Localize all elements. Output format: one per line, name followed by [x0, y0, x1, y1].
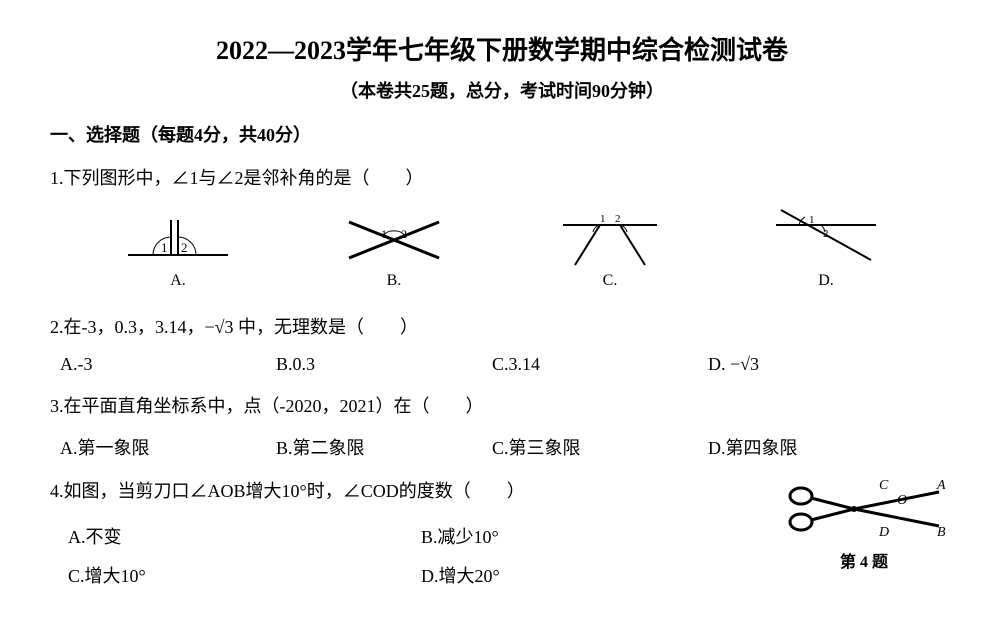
- question-1-text: 1.下列图形中，∠1与∠2是邻补角的是（ ）: [50, 161, 954, 195]
- q4-option-A: A.不变: [68, 518, 421, 558]
- q4-option-C: C.增大10°: [68, 557, 421, 597]
- question-2-text: 2.在-3，0.3，3.14，−√3 中，无理数是（ ）: [50, 310, 954, 344]
- q1-figure-C: 1 2 C.: [502, 210, 718, 290]
- question-4-text: 4.如图，当剪刀口∠AOB增大10°时，∠COD的度数（ ）: [50, 474, 774, 508]
- svg-text:1: 1: [600, 213, 606, 225]
- svg-text:2: 2: [615, 213, 621, 225]
- exam-title: 2022—2023学年七年级下册数学期中综合检测试卷: [50, 30, 954, 67]
- q1-label-B: B.: [286, 272, 502, 290]
- q1-figure-A: 1 2 A.: [70, 210, 286, 290]
- q2-option-B: B.0.3: [276, 354, 492, 375]
- question-3-options: A.第一象限 B.第二象限 C.第三象限 D.第四象限: [50, 434, 954, 460]
- section-1-heading: 一、选择题（每题4分，共40分）: [50, 121, 954, 147]
- pt-C: C: [879, 478, 889, 493]
- q3-option-D: D.第四象限: [708, 434, 924, 460]
- pt-O: O: [897, 493, 907, 508]
- q4-option-D: D.增大20°: [421, 557, 774, 597]
- q1-figure-D: 1 2 D.: [718, 205, 934, 290]
- question-4-figure: C O A D B 第 4 题: [774, 474, 954, 572]
- question-2-options: A.-3 B.0.3 C.3.14 D. −√3: [50, 354, 954, 375]
- svg-text:2: 2: [823, 228, 829, 240]
- q2-option-D: D. −√3: [708, 354, 924, 375]
- q2-option-A: A.-3: [60, 354, 276, 375]
- q1-label-D: D.: [718, 272, 934, 290]
- q1-figure-B: 1 2 B.: [286, 210, 502, 290]
- question-3-text: 3.在平面直角坐标系中，点（-2020，2021）在（ ）: [50, 389, 954, 423]
- q3-option-A: A.第一象限: [60, 434, 276, 460]
- q3-option-C: C.第三象限: [492, 434, 708, 460]
- svg-text:2: 2: [181, 240, 188, 255]
- q4-figure-label: 第 4 题: [774, 548, 954, 572]
- q3-option-B: B.第二象限: [276, 434, 492, 460]
- pt-A: A: [936, 478, 946, 493]
- svg-text:1: 1: [161, 240, 168, 255]
- svg-text:1: 1: [809, 214, 815, 226]
- pt-B: B: [937, 525, 946, 540]
- question-4-options: A.不变 B.减少10° C.增大10° D.增大20°: [50, 518, 774, 597]
- exam-subtitle: （本卷共25题，总分，考试时间90分钟）: [50, 77, 954, 103]
- q4-option-B: B.减少10°: [421, 518, 774, 558]
- q1-label-A: A.: [70, 272, 286, 290]
- pt-D: D: [878, 525, 889, 540]
- question-1-figures: 1 2 A. 1 2 B. 1 2 C.: [50, 205, 954, 290]
- q2-option-C: C.3.14: [492, 354, 708, 375]
- q1-label-C: C.: [502, 272, 718, 290]
